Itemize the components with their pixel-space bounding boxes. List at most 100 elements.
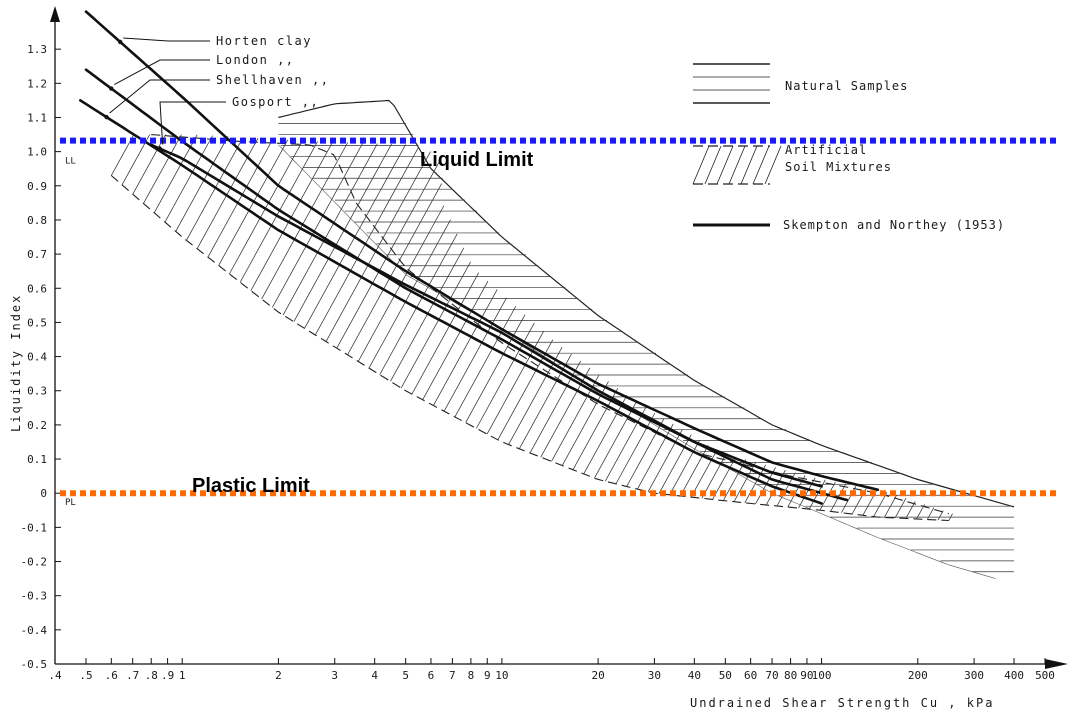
artificial-mixtures-hatch xyxy=(894,498,907,519)
artificial-mixtures-hatch xyxy=(325,151,431,342)
legend-artificial-mixtures-symbol xyxy=(692,145,782,185)
x-axis-title: Undrained Shear Strength Cu , kPa xyxy=(690,696,994,710)
artificial-mixtures-hatch xyxy=(540,367,591,458)
artificial-mixtures-hatch xyxy=(658,434,692,494)
artificial-mixtures-hatch xyxy=(476,322,535,429)
curve-label-leader xyxy=(114,59,210,85)
x-tick-label: .7 xyxy=(126,669,139,682)
artificial-mixtures-hatch xyxy=(744,464,767,504)
artificial-mixtures-hatch xyxy=(282,143,378,316)
y-axis-title: Liquidity Index xyxy=(9,294,23,432)
y-tick-label: 0 xyxy=(40,487,47,500)
x-tick-label: 2 xyxy=(275,669,282,682)
y-axis-mark-ll: LL xyxy=(65,157,76,167)
x-tick-label: 40 xyxy=(688,669,701,682)
artificial-mixtures-upper-bound xyxy=(151,134,949,515)
curve-label-arrowhead xyxy=(157,146,162,151)
y-tick-label: 0.6 xyxy=(27,282,47,295)
artificial-mixtures-hatch xyxy=(637,423,674,490)
series-layer xyxy=(79,10,880,505)
x-tick-label: 200 xyxy=(908,669,928,682)
x-tick-label: .5 xyxy=(79,669,92,682)
artificial-mixtures-hatch xyxy=(143,134,182,204)
y-tick-label: -0.1 xyxy=(21,521,48,534)
y-tick-label: 1.0 xyxy=(27,146,47,159)
artificial-mixtures-hatch xyxy=(314,146,419,336)
reference-lines xyxy=(60,137,1060,497)
natural-samples-upper-bound xyxy=(278,99,1015,508)
x-tick-label: 30 xyxy=(648,669,661,682)
curve-label-1: Horten clay xyxy=(216,34,312,48)
artificial-mixtures-hatch xyxy=(207,138,274,258)
legend-diagonal-hatch xyxy=(716,145,734,185)
x-tick-label: 100 xyxy=(812,669,832,682)
x-tick-label: .9 xyxy=(161,669,174,682)
x-tick-label: 50 xyxy=(719,669,732,682)
legend-artificial-label-1: Artificial xyxy=(785,143,867,157)
artificial-mixtures-hatch xyxy=(336,159,441,349)
legend: Natural Samples Artificial Soil Mixtures… xyxy=(692,63,1005,232)
artificial-mixtures-hatch xyxy=(905,501,916,519)
artificial-mixtures-hatch xyxy=(583,395,628,475)
legend-skempton-label: Skempton and Northey (1953) xyxy=(783,218,1005,232)
x-tick-label: .8 xyxy=(145,669,158,682)
artificial-mixtures-hatch xyxy=(626,418,665,487)
legend-diagonal-hatch xyxy=(692,145,710,185)
artificial-mixtures-hatch xyxy=(132,134,166,195)
artificial-mixtures-hatch xyxy=(690,450,717,498)
x-tick-label: 8 xyxy=(468,669,475,682)
x-tick-label: 4 xyxy=(371,669,378,682)
curve-label-3: Shellhaven ,, xyxy=(216,73,329,87)
x-tick-label: 5 xyxy=(402,669,409,682)
x-tick-label: 500 xyxy=(1035,669,1055,682)
artificial-mixtures-hatch xyxy=(443,297,507,412)
artificial-mixtures-hatch xyxy=(239,141,318,283)
artificial-mixtures-hatch xyxy=(669,439,701,496)
artificial-mixtures-hatch xyxy=(572,388,619,470)
liquid-limit-label: Liquid Limit xyxy=(420,149,534,171)
x-tick-label: .4 xyxy=(48,669,62,682)
x-tick-label: 1 xyxy=(179,669,186,682)
plastic-limit-label: Plastic Limit xyxy=(192,475,310,497)
artificial-mixtures-hatch xyxy=(465,314,526,423)
curve-label-arrowhead xyxy=(104,114,109,120)
artificial-mixtures-hatch xyxy=(808,479,826,510)
legend-diagonal-hatch xyxy=(704,145,722,185)
natural-samples-lower-bound xyxy=(278,144,996,579)
artificial-mixtures-hatch xyxy=(873,492,888,517)
y-tick-label: 1.1 xyxy=(27,111,47,124)
artificial-mixtures-hatch xyxy=(347,183,443,356)
series-line-london xyxy=(84,68,823,488)
curve-label-leader xyxy=(123,37,210,42)
artificial-mixtures-hatch xyxy=(164,135,213,223)
artificial-mixtures-hatch xyxy=(604,407,646,482)
curve-label-leader xyxy=(109,79,210,114)
artificial-mixtures-hatch xyxy=(712,456,737,500)
x-tick-label: 9 xyxy=(484,669,491,682)
artificial-mixtures-hatch xyxy=(293,143,392,322)
curve-label-arrowhead xyxy=(109,86,114,91)
artificial-mixtures-hatch xyxy=(250,141,333,291)
y-tick-label: 0.4 xyxy=(27,351,47,364)
artificial-mixtures-hatch xyxy=(368,219,451,369)
x-tick-label: 80 xyxy=(784,669,797,682)
y-tick-label: 1.2 xyxy=(27,77,47,90)
y-tick-label: -0.4 xyxy=(21,624,48,637)
legend-natural-samples-label: Natural Samples xyxy=(785,79,908,93)
y-tick-label: 0.1 xyxy=(27,453,47,466)
x-tick-label: .6 xyxy=(105,669,118,682)
legend-natural-samples-symbol xyxy=(693,63,770,104)
artificial-mixtures-hatch xyxy=(916,504,925,520)
artificial-mixtures-hatch xyxy=(518,353,572,449)
artificial-mixtures-hatch xyxy=(948,513,953,521)
x-tick-label: 20 xyxy=(591,669,604,682)
artificial-mixtures-hatch xyxy=(379,233,458,375)
x-tick-label: 7 xyxy=(449,669,456,682)
curve-label-2: London ,, xyxy=(216,53,295,67)
x-tick-label: 300 xyxy=(964,669,984,682)
curve-label-4: Gosport ,, xyxy=(232,95,319,109)
series-line-gosport xyxy=(149,143,849,502)
artificial-mixtures-hatch xyxy=(400,261,471,389)
artificial-mixtures-hatch xyxy=(261,142,349,300)
artificial-mixtures-hatch xyxy=(454,306,517,418)
